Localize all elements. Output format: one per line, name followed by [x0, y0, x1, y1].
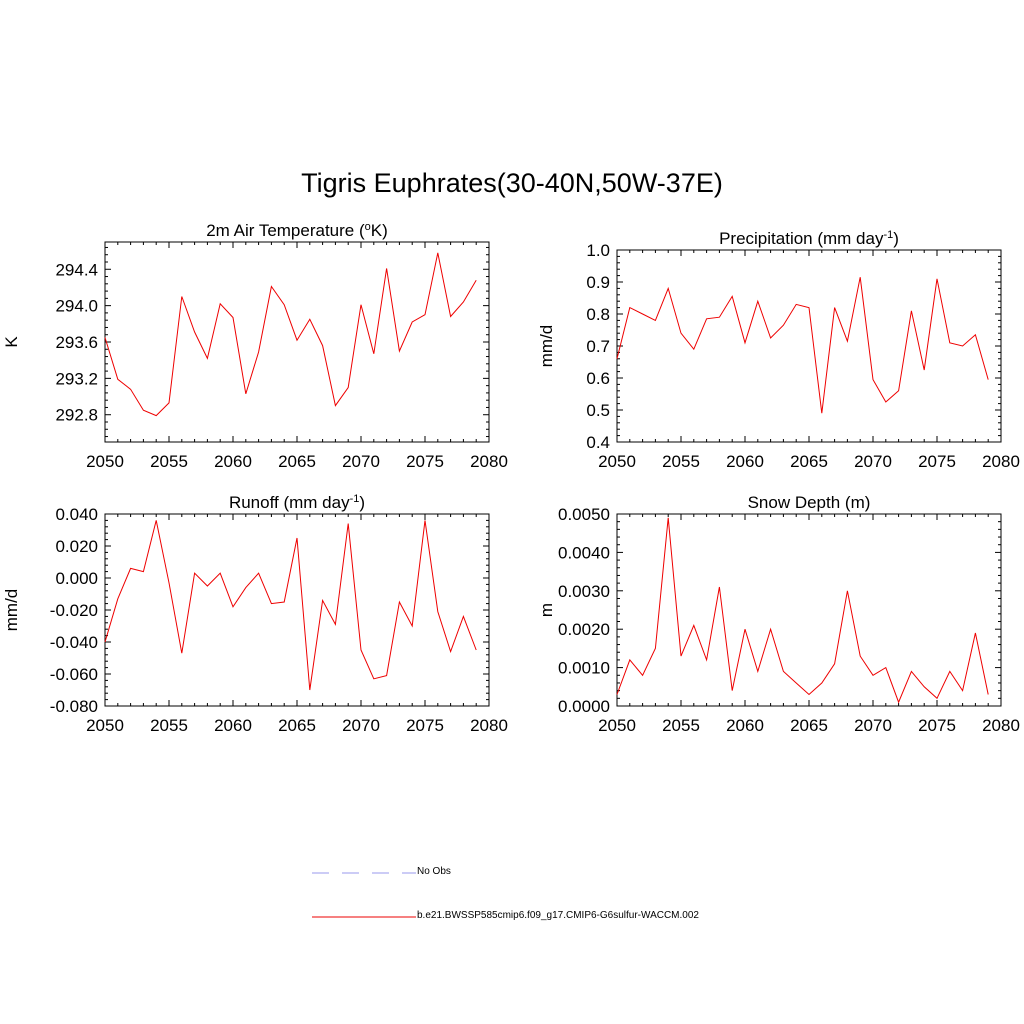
y-tick-label: 0.0030 — [558, 582, 610, 601]
x-tick-label: 2060 — [726, 452, 764, 471]
x-tick-label: 2065 — [790, 452, 828, 471]
panel-precip: 2050 2055 2060 2065 2070 2075 2080 0.4 0.5 0.6 0.7… — [537, 229, 1020, 471]
series-line-runoff — [104, 520, 477, 691]
y-tick-label: 0.040 — [55, 505, 98, 524]
legend-model-label: b.e21.BWSSP585cmip6.f09_g17.CMIP6-G6sulf… — [417, 910, 699, 921]
y-tick-label: 0.8 — [586, 305, 610, 324]
x-tick-label: 2070 — [854, 452, 892, 471]
panel-snow: 2050 2055 2060 2065 2070 2075 2080 0.0000 0.0010… — [537, 493, 1020, 735]
x-tick-label: 2080 — [470, 452, 508, 471]
panel-title: Runoff (mm day-1) — [229, 493, 365, 512]
y-tick-label: 0.0010 — [558, 659, 610, 678]
y-tick-label: -0.060 — [50, 665, 98, 684]
x-tick-label: 2075 — [406, 716, 444, 735]
x-tick-label: 2050 — [598, 452, 636, 471]
x-tick-label: 2055 — [150, 452, 188, 471]
legend-obs-label: No Obs — [417, 866, 451, 877]
y-tick-label: 0.0040 — [558, 543, 610, 562]
panel-title: Snow Depth (m) — [748, 493, 871, 512]
y-tick-label: 0.7 — [586, 337, 610, 356]
panel-temp: 2050 2055 2060 2065 2070 2075 2080 292.8 293.2 29… — [2, 221, 508, 471]
x-tick-label: 2065 — [278, 452, 316, 471]
x-tick-label: 2050 — [86, 716, 124, 735]
y-tick-label: 0.0000 — [558, 697, 610, 716]
panel-title: Precipitation (mm day-1) — [719, 229, 899, 248]
legend-model-line — [312, 916, 416, 918]
x-tick-label: 2075 — [918, 452, 956, 471]
plot-frame-temp — [104, 241, 490, 443]
y-tick-label: 292.8 — [55, 406, 98, 425]
x-tick-label: 2080 — [470, 716, 508, 735]
figure-title: Tigris Euphrates(30-40N,50W-37E) — [301, 168, 723, 198]
y-tick-label: 0.9 — [586, 273, 610, 292]
y-tick-label: -0.040 — [50, 633, 98, 652]
x-tick-label: 2075 — [406, 452, 444, 471]
y-axis-label: K — [2, 336, 21, 348]
x-tick-label: 2060 — [214, 716, 252, 735]
y-tick-label: -0.020 — [50, 601, 98, 620]
x-tick-label: 2080 — [982, 716, 1020, 735]
x-tick-label: 2065 — [278, 716, 316, 735]
y-tick-label: 294.0 — [55, 297, 98, 316]
x-tick-label: 2070 — [342, 452, 380, 471]
y-axis-label: mm/d — [537, 325, 556, 368]
x-tick-label: 2065 — [790, 716, 828, 735]
legend-obs-line — [312, 872, 416, 874]
y-tick-label: 0.0020 — [558, 620, 610, 639]
y-tick-label: 293.6 — [55, 333, 98, 352]
x-tick-label: 2055 — [150, 716, 188, 735]
x-tick-label: 2070 — [854, 716, 892, 735]
series-line-precip — [616, 277, 989, 414]
x-tick-label: 2070 — [342, 716, 380, 735]
y-axis-label: mm/d — [2, 589, 21, 632]
y-tick-label: 0.0050 — [558, 505, 610, 524]
x-tick-label: 2075 — [918, 716, 956, 735]
y-tick-label: 0.4 — [586, 433, 610, 452]
plot-frame-snow — [616, 513, 1002, 707]
x-tick-label: 2060 — [726, 716, 764, 735]
panel-title: 2m Air Temperature (oK) — [206, 221, 388, 240]
y-axis-label: m — [537, 603, 556, 617]
plot-frame-precip — [616, 249, 1002, 443]
panel-runoff: 2050 2055 2060 2065 2070 2075 2080 -0.080 -0.060… — [2, 493, 508, 735]
series-line-temp — [104, 252, 477, 417]
y-tick-label: 294.4 — [55, 260, 98, 279]
x-tick-label: 2055 — [662, 452, 700, 471]
x-tick-label: 2050 — [86, 452, 124, 471]
series-line-snow — [616, 517, 989, 704]
y-tick-label: -0.080 — [50, 697, 98, 716]
x-tick-label: 2080 — [982, 452, 1020, 471]
y-tick-label: 0.5 — [586, 401, 610, 420]
y-tick-label: 0.000 — [55, 569, 98, 588]
x-tick-label: 2050 — [598, 716, 636, 735]
y-tick-label: 0.6 — [586, 369, 610, 388]
y-tick-label: 0.020 — [55, 537, 98, 556]
x-tick-label: 2060 — [214, 452, 252, 471]
y-tick-label: 1.0 — [586, 241, 610, 260]
x-tick-label: 2055 — [662, 716, 700, 735]
y-tick-label: 293.2 — [55, 369, 98, 388]
